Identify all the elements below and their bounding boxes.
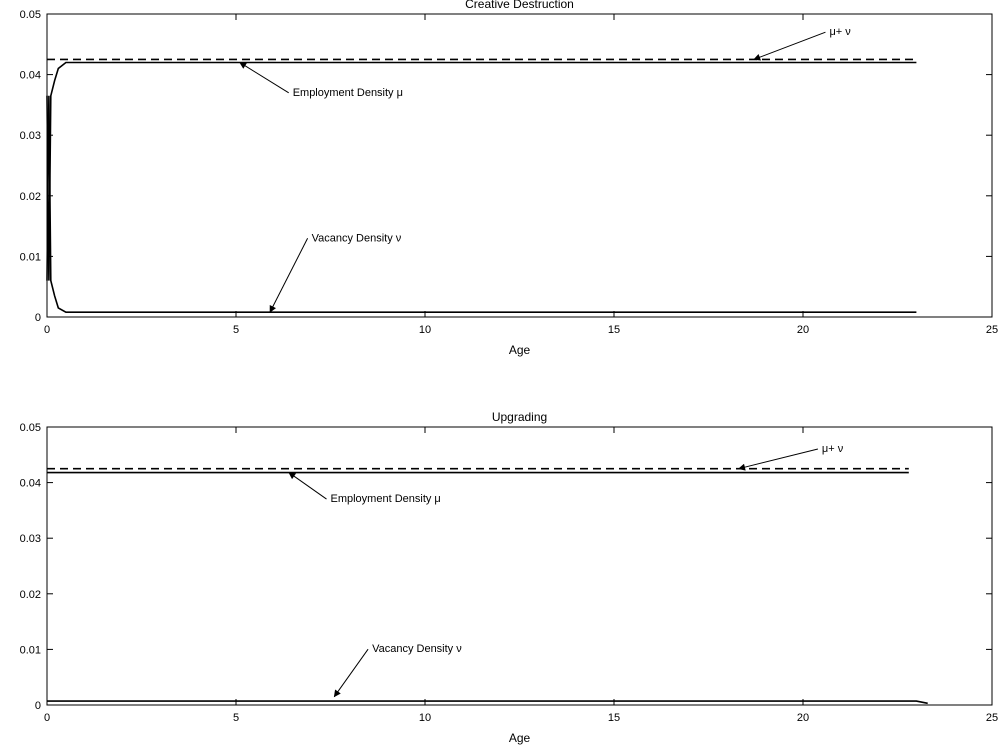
x-tick-label: 20: [797, 712, 809, 724]
series-line-3: [47, 700, 928, 705]
annotation-label: μ+ ν: [822, 443, 844, 455]
x-tick-label: 25: [986, 712, 998, 724]
annotation-arrow: [239, 62, 289, 94]
chart-title: Upgrading: [492, 410, 547, 424]
y-tick-label: 0.02: [20, 191, 41, 203]
x-tick-label: 0: [44, 712, 50, 724]
annotation-arrow: [753, 31, 826, 61]
series-line-3: [46, 95, 917, 314]
x-tick-label: 15: [608, 324, 620, 336]
y-tick-label: 0.05: [20, 422, 41, 434]
series-line-2: [46, 61, 917, 281]
y-tick-label: 0.04: [20, 478, 41, 490]
annotation-label: Employment Density μ: [331, 493, 441, 505]
x-axis-label: Age: [509, 343, 531, 357]
chart-panel-1: Creative Destruction Age 0 5 10 15 20 25 0 0.01 0.…: [20, 0, 999, 357]
annotation-arrow: [269, 238, 309, 313]
x-axis-label: Age: [509, 731, 531, 745]
y-tick-label: 0.04: [20, 70, 41, 82]
y-tick-label: 0.01: [20, 251, 41, 263]
x-tick-label: 25: [986, 324, 998, 336]
y-tick-label: 0.02: [20, 589, 41, 601]
annotation-arrow: [288, 472, 327, 500]
y-tick-label: 0: [35, 700, 41, 712]
annotation-arrow: [333, 648, 369, 698]
y-tick-label: 0.03: [20, 130, 41, 142]
x-tick-label: 5: [233, 324, 239, 336]
annotation-label: Employment Density μ: [293, 87, 403, 99]
y-tick-label: 0: [35, 312, 41, 324]
x-tick-label: 15: [608, 712, 620, 724]
plot-frame: [46, 426, 993, 706]
annotation-label: μ+ ν: [829, 26, 851, 38]
x-tick-label: 5: [233, 712, 239, 724]
annotation-arrow: [738, 448, 819, 471]
x-tick-label: 0: [44, 324, 50, 336]
y-tick-label: 0.05: [20, 9, 41, 21]
y-tick-label: 0.03: [20, 533, 41, 545]
annotation-label: Vacancy Density ν: [312, 232, 402, 244]
annotation-label: Vacancy Density ν: [372, 643, 462, 655]
x-tick-label: 10: [419, 324, 431, 336]
x-tick-label: 20: [797, 324, 809, 336]
x-tick-label: 10: [419, 712, 431, 724]
chart-title: Creative Destruction: [465, 0, 574, 11]
y-tick-label: 0.01: [20, 644, 41, 656]
chart-panel-2: Upgrading Age 0 5 10 15 20 25 0 0.01 0.02 0.03 0.04 0…: [20, 410, 999, 745]
